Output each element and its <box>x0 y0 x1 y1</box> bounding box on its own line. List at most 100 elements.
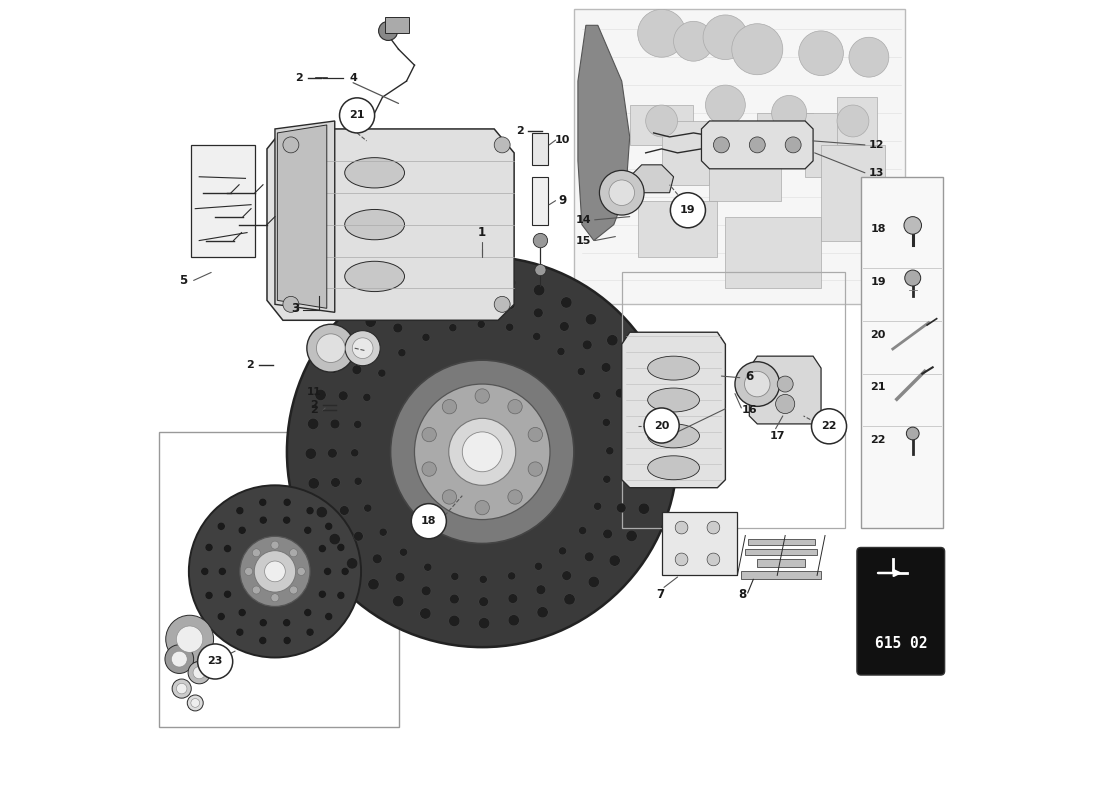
Bar <box>621 273 845 527</box>
Circle shape <box>306 506 313 514</box>
Circle shape <box>297 567 306 575</box>
Circle shape <box>475 275 486 286</box>
Circle shape <box>328 362 339 374</box>
Circle shape <box>602 362 610 372</box>
Circle shape <box>749 137 766 153</box>
Circle shape <box>318 590 327 598</box>
Circle shape <box>670 193 705 228</box>
Circle shape <box>606 447 614 454</box>
Circle shape <box>475 501 490 515</box>
Circle shape <box>258 637 267 645</box>
Circle shape <box>308 418 319 430</box>
Text: 2: 2 <box>295 73 302 83</box>
Circle shape <box>365 316 376 327</box>
Circle shape <box>582 340 592 350</box>
Circle shape <box>478 597 488 606</box>
Circle shape <box>378 369 386 377</box>
Circle shape <box>508 614 519 626</box>
Circle shape <box>494 296 510 312</box>
Circle shape <box>354 421 362 429</box>
Circle shape <box>535 265 546 276</box>
Circle shape <box>393 323 403 333</box>
Circle shape <box>603 475 611 483</box>
Circle shape <box>812 409 847 444</box>
Circle shape <box>344 338 355 349</box>
Text: 615 02: 615 02 <box>874 636 927 650</box>
Circle shape <box>373 554 382 563</box>
Bar <box>725 217 821 288</box>
Circle shape <box>528 427 542 442</box>
Circle shape <box>562 571 572 581</box>
Circle shape <box>626 530 637 542</box>
Circle shape <box>323 567 331 575</box>
Circle shape <box>505 300 515 310</box>
Circle shape <box>449 615 460 626</box>
Circle shape <box>646 474 657 486</box>
Circle shape <box>393 595 404 606</box>
Circle shape <box>422 462 437 476</box>
Circle shape <box>329 534 340 545</box>
Circle shape <box>378 22 398 41</box>
Circle shape <box>603 418 611 426</box>
Circle shape <box>675 521 688 534</box>
Circle shape <box>330 419 340 429</box>
Circle shape <box>707 521 719 534</box>
Bar <box>661 512 737 575</box>
Circle shape <box>339 391 348 401</box>
Circle shape <box>201 567 209 575</box>
Circle shape <box>745 371 770 397</box>
Circle shape <box>732 24 783 74</box>
Circle shape <box>535 562 542 570</box>
Text: 16: 16 <box>741 406 757 415</box>
Text: 18: 18 <box>421 516 437 526</box>
Circle shape <box>223 590 231 598</box>
Polygon shape <box>578 26 629 241</box>
Circle shape <box>187 695 204 711</box>
Circle shape <box>609 180 635 206</box>
Circle shape <box>837 105 869 137</box>
Circle shape <box>283 498 292 506</box>
Circle shape <box>537 606 548 618</box>
Circle shape <box>240 536 310 606</box>
Polygon shape <box>267 129 514 320</box>
Text: 19: 19 <box>680 206 695 215</box>
Circle shape <box>165 645 194 674</box>
Circle shape <box>289 549 297 557</box>
Circle shape <box>166 615 213 663</box>
Circle shape <box>194 666 206 678</box>
Text: 2: 2 <box>246 360 254 370</box>
Circle shape <box>205 591 213 599</box>
Circle shape <box>615 388 625 398</box>
Ellipse shape <box>648 388 700 412</box>
Bar <box>532 177 549 225</box>
Circle shape <box>254 550 296 592</box>
Circle shape <box>315 390 326 401</box>
Text: 1: 1 <box>478 226 486 239</box>
Circle shape <box>849 38 889 77</box>
Bar <box>861 177 943 527</box>
Text: 17: 17 <box>770 431 785 441</box>
Circle shape <box>584 552 594 562</box>
Circle shape <box>421 586 431 596</box>
Circle shape <box>283 137 299 153</box>
Circle shape <box>308 478 319 489</box>
Circle shape <box>258 498 267 506</box>
Circle shape <box>304 526 311 534</box>
Ellipse shape <box>648 424 700 448</box>
Circle shape <box>578 367 585 375</box>
Circle shape <box>283 618 290 626</box>
Text: 21: 21 <box>350 110 365 120</box>
Circle shape <box>638 503 649 514</box>
Circle shape <box>906 427 920 440</box>
Circle shape <box>188 662 210 684</box>
Polygon shape <box>277 125 327 308</box>
Circle shape <box>442 490 456 504</box>
Circle shape <box>799 31 844 75</box>
Circle shape <box>506 323 514 331</box>
Circle shape <box>389 298 400 310</box>
Text: 12: 12 <box>869 140 884 150</box>
Circle shape <box>422 334 430 342</box>
Circle shape <box>904 217 922 234</box>
Circle shape <box>771 95 806 130</box>
Circle shape <box>645 408 679 443</box>
